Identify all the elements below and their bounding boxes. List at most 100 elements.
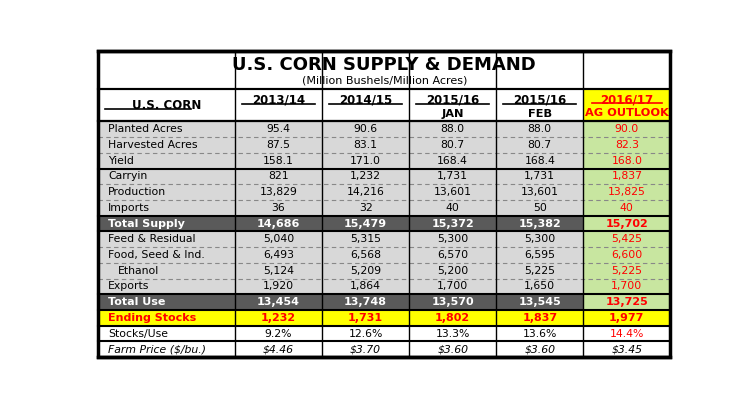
Bar [98, 51, 670, 89]
Text: Imports: Imports [108, 203, 150, 213]
Bar [235, 184, 322, 200]
Bar [322, 168, 410, 184]
Text: 88.0: 88.0 [441, 124, 465, 134]
Text: $3.60: $3.60 [524, 344, 555, 354]
Bar [322, 216, 410, 231]
Bar [235, 263, 322, 278]
Text: 32: 32 [358, 203, 373, 213]
Bar [322, 326, 410, 341]
Text: Stocks/Use: Stocks/Use [108, 328, 168, 339]
Bar [410, 278, 497, 294]
Text: 13,570: 13,570 [431, 297, 474, 307]
Text: 1,837: 1,837 [611, 171, 642, 181]
Text: 1,731: 1,731 [348, 313, 383, 323]
Bar [235, 153, 322, 168]
Text: Food, Seed & Ind.: Food, Seed & Ind. [108, 250, 205, 260]
Text: 5,300: 5,300 [437, 234, 468, 244]
Bar [235, 341, 322, 357]
Bar [235, 294, 322, 310]
Bar [496, 121, 584, 137]
Bar [410, 216, 497, 231]
Text: 13.3%: 13.3% [436, 328, 470, 339]
Text: 168.4: 168.4 [524, 156, 555, 166]
Text: 171.0: 171.0 [350, 156, 381, 166]
Bar [98, 168, 235, 184]
Bar [235, 168, 322, 184]
Text: 5,315: 5,315 [350, 234, 381, 244]
Text: 15,702: 15,702 [605, 219, 648, 229]
Text: 6,493: 6,493 [263, 250, 294, 260]
Text: 13,748: 13,748 [344, 297, 387, 307]
Bar [584, 326, 670, 341]
Text: 1,731: 1,731 [437, 171, 468, 181]
Bar [322, 153, 410, 168]
Bar [98, 231, 235, 247]
Text: 12.6%: 12.6% [349, 328, 382, 339]
Bar [584, 294, 670, 310]
Bar [584, 89, 670, 121]
Text: 13,454: 13,454 [257, 297, 300, 307]
Bar [584, 153, 670, 168]
Bar [98, 216, 235, 231]
Text: 14,216: 14,216 [346, 187, 385, 197]
Text: 15,479: 15,479 [344, 219, 387, 229]
Text: 5,225: 5,225 [524, 266, 555, 276]
Bar [410, 153, 497, 168]
Text: 14,686: 14,686 [257, 219, 300, 229]
Text: 14.4%: 14.4% [610, 328, 644, 339]
Text: 6,568: 6,568 [350, 250, 381, 260]
Bar [322, 278, 410, 294]
Bar [584, 247, 670, 263]
Text: 13,601: 13,601 [433, 187, 472, 197]
Text: 1,920: 1,920 [263, 281, 294, 291]
Text: 90.6: 90.6 [353, 124, 378, 134]
Text: Total Use: Total Use [108, 297, 165, 307]
Bar [410, 121, 497, 137]
Bar [322, 121, 410, 137]
Text: 9.2%: 9.2% [265, 328, 292, 339]
Text: 6,600: 6,600 [611, 250, 643, 260]
Text: 88.0: 88.0 [528, 124, 552, 134]
Text: 2013/14: 2013/14 [252, 93, 305, 106]
Text: 5,124: 5,124 [263, 266, 294, 276]
Text: 5,209: 5,209 [350, 266, 381, 276]
Bar [584, 184, 670, 200]
Bar [496, 184, 584, 200]
Bar [98, 294, 235, 310]
Text: 80.7: 80.7 [441, 140, 465, 150]
Bar [496, 278, 584, 294]
Text: Ethanol: Ethanol [118, 266, 159, 276]
Bar [98, 184, 235, 200]
Text: Carryin: Carryin [108, 171, 147, 181]
Bar [584, 121, 670, 137]
Text: 83.1: 83.1 [354, 140, 378, 150]
Bar [98, 310, 235, 326]
Text: (Million Bushels/Million Acres): (Million Bushels/Million Acres) [302, 76, 467, 86]
Bar [235, 310, 322, 326]
Text: 168.0: 168.0 [611, 156, 642, 166]
Text: 821: 821 [268, 171, 289, 181]
Text: 13,829: 13,829 [260, 187, 298, 197]
Bar [496, 326, 584, 341]
Text: 15,382: 15,382 [518, 219, 561, 229]
Text: 36: 36 [272, 203, 286, 213]
Text: Exports: Exports [108, 281, 149, 291]
Text: 5,200: 5,200 [437, 266, 468, 276]
Text: 15,372: 15,372 [431, 219, 474, 229]
Bar [98, 326, 235, 341]
Bar [98, 121, 235, 137]
Bar [584, 200, 670, 216]
Text: 1,864: 1,864 [350, 281, 381, 291]
Text: 2016/17: 2016/17 [600, 93, 653, 106]
Text: Yield: Yield [108, 156, 134, 166]
Bar [322, 263, 410, 278]
Bar [410, 310, 497, 326]
Bar [410, 184, 497, 200]
Bar [235, 137, 322, 153]
Bar [584, 263, 670, 278]
Text: $3.60: $3.60 [437, 344, 468, 354]
Bar [410, 247, 497, 263]
Text: 1,650: 1,650 [524, 281, 555, 291]
Text: 1,700: 1,700 [437, 281, 468, 291]
Bar [584, 310, 670, 326]
